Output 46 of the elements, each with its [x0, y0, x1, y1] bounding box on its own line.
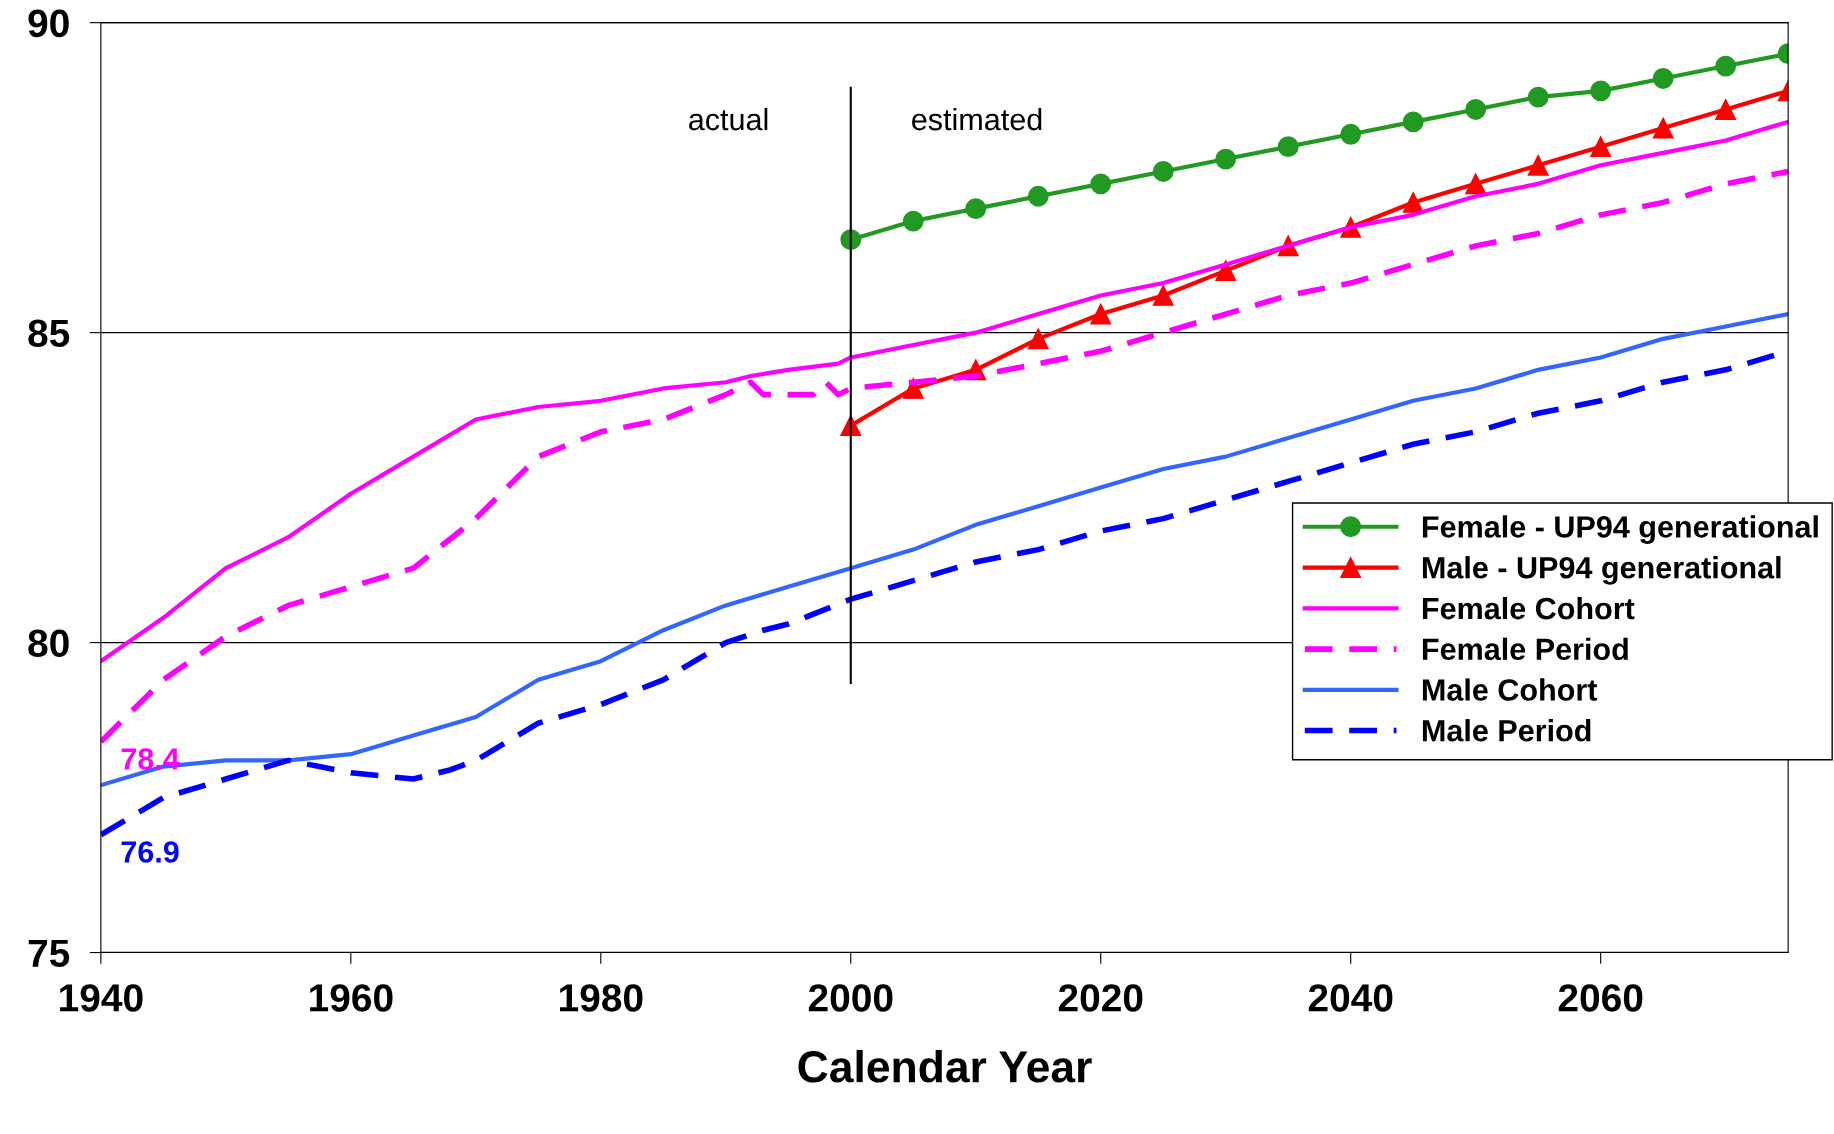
- point: [1152, 285, 1174, 306]
- y-tick-label: 85: [28, 319, 70, 348]
- point: [1027, 328, 1049, 350]
- point: [1090, 173, 1112, 195]
- x-tick-label: 1980: [560, 984, 643, 1012]
- point: [1590, 136, 1612, 158]
- point: [1527, 86, 1549, 108]
- legend-label: Male Cohort: [1422, 678, 1598, 701]
- point: [1652, 117, 1674, 139]
- legend-label: Female - UP94 generational: [1422, 515, 1818, 544]
- point: [1090, 303, 1112, 325]
- data-label: 76.9: [121, 841, 179, 863]
- point: [1152, 161, 1174, 182]
- point: [1465, 173, 1487, 195]
- point: [1215, 260, 1237, 282]
- point: [1402, 192, 1424, 213]
- point: [1402, 111, 1424, 133]
- point: [1715, 99, 1737, 120]
- y-tick-label: 80: [28, 629, 69, 658]
- point: [1715, 55, 1737, 77]
- point: [1277, 136, 1299, 158]
- annotation: estimated: [912, 107, 1042, 131]
- x-tick-label: 2040: [1308, 984, 1393, 1012]
- point: [1215, 148, 1237, 170]
- point: [1527, 154, 1549, 176]
- point: [1340, 123, 1362, 145]
- legend-label: Male - UP94 generational: [1422, 556, 1781, 585]
- x-axis-title: Calendar Year: [798, 1049, 1092, 1083]
- legend-label: Female Cohort: [1422, 596, 1635, 620]
- point: [1590, 80, 1612, 102]
- legend-label: Male Period: [1422, 719, 1591, 742]
- point: [1465, 99, 1487, 120]
- data-label: 78.4: [121, 748, 180, 770]
- x-tick-label: 2020: [1058, 984, 1143, 1012]
- annotation: actual: [689, 107, 768, 131]
- point: [902, 210, 924, 232]
- point: [965, 198, 987, 220]
- point: [1027, 185, 1049, 207]
- point: [1652, 68, 1674, 89]
- x-tick-label: 2060: [1558, 984, 1643, 1012]
- y-tick-label: 90: [28, 9, 69, 38]
- y-tick-label: 75: [28, 939, 70, 968]
- x-tick-label: 1960: [310, 984, 393, 1012]
- x-tick-label: 1940: [60, 984, 143, 1012]
- legend-label: Female Period: [1422, 637, 1628, 661]
- x-tick-label: 2000: [808, 984, 893, 1012]
